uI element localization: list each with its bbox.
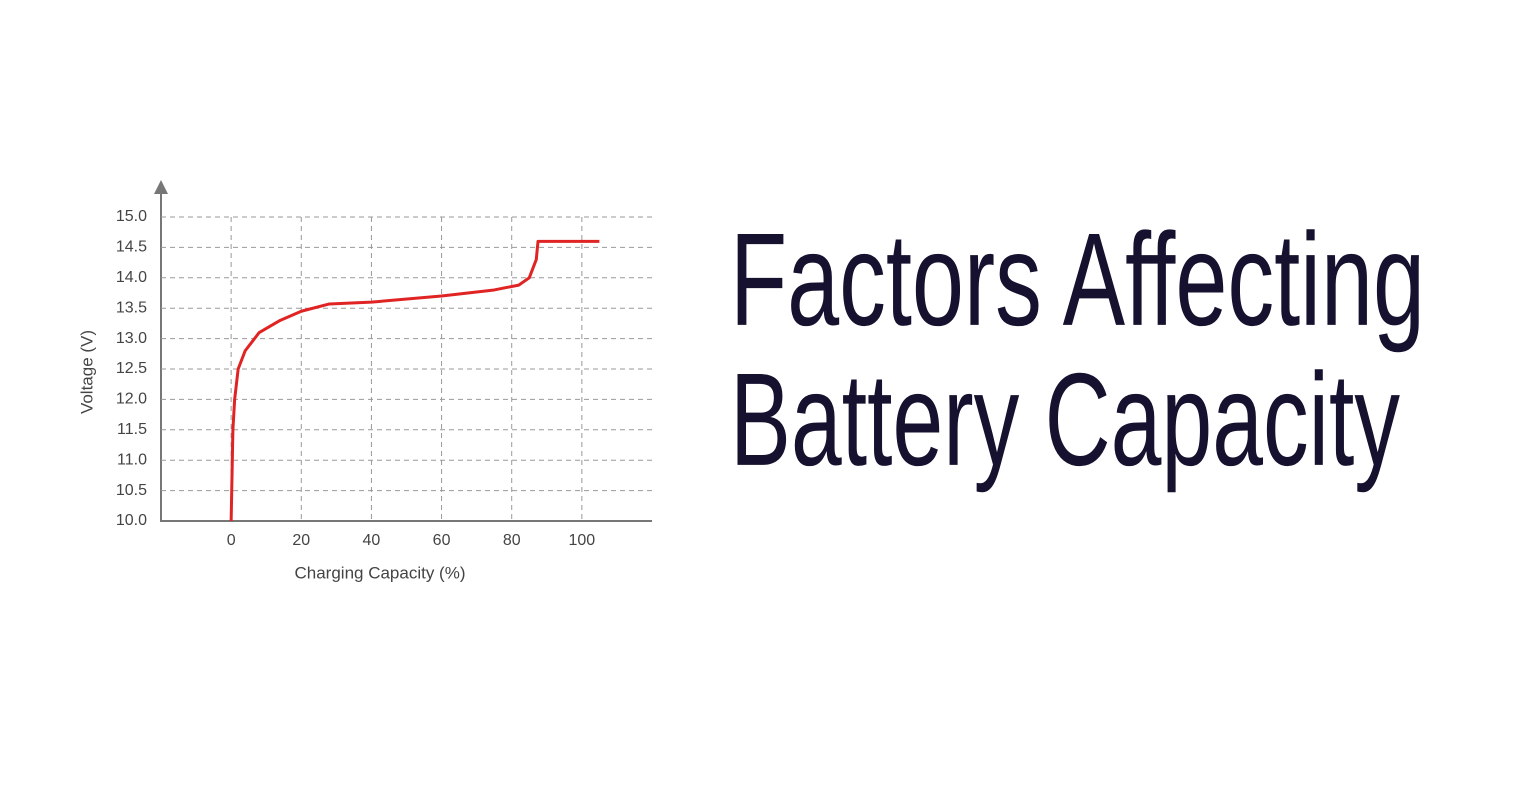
y-tick-label: 14.5 <box>116 239 147 256</box>
x-tick-label: 40 <box>363 532 381 549</box>
y-tick-label: 14.0 <box>116 269 147 286</box>
x-tick-label: 60 <box>433 532 451 549</box>
y-tick-label: 11.5 <box>117 421 147 438</box>
data-line <box>229 239 600 522</box>
x-tick-label: 100 <box>569 532 596 549</box>
heading-line: Battery Capacity <box>730 346 1400 493</box>
heading-line: Factors Affecting <box>730 206 1425 353</box>
y-axis-label: Voltage (V) <box>77 330 96 414</box>
x-axis-label: Charging Capacity (%) <box>294 563 465 582</box>
x-tick-label: 20 <box>292 532 310 549</box>
y-tick-label: 15.0 <box>116 208 147 225</box>
y-tick-label: 12.0 <box>116 391 147 408</box>
y-tick-label: 11.0 <box>117 451 147 468</box>
x-tick-label: 0 <box>227 532 236 549</box>
y-tick-label: 13.5 <box>116 299 147 316</box>
y-tick-label: 10.5 <box>116 482 147 499</box>
x-tick-label: 80 <box>503 532 521 549</box>
y-tick-label: 12.5 <box>116 360 147 377</box>
y-tick-label: 10.0 <box>116 512 147 529</box>
axis-arrow <box>154 180 168 194</box>
y-tick-label: 13.0 <box>116 330 147 347</box>
